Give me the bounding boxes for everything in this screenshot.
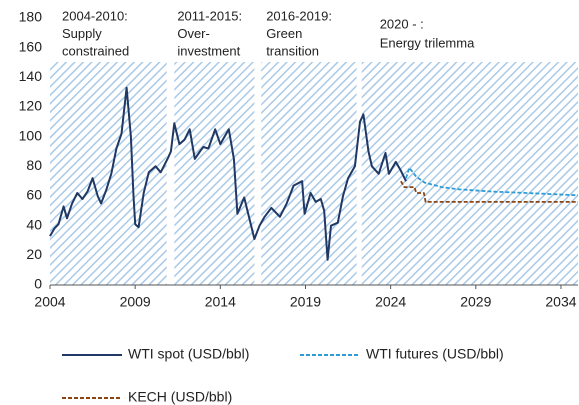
y-tick-label: 20 [26,246,42,262]
period-hatch [361,62,578,285]
period-label: investment [177,43,240,58]
period-label: Supply [62,26,102,41]
period-hatch [261,62,357,285]
period-hatch [50,62,167,285]
x-tick-label: 2014 [205,294,236,310]
y-tick-label: 40 [26,216,42,232]
y-tick-label: 60 [26,187,42,203]
legend-label: WTI spot (USD/bbl) [128,346,249,362]
x-tick-label: 2034 [545,294,576,310]
period-label: 2016-2019: [266,8,332,23]
period-label: 2011-2015: [177,8,242,23]
period-label: 2004-2010: [62,8,128,23]
period-label: Energy trilemma [380,35,475,50]
period-label: Over- [177,26,210,41]
x-tick-label: 2024 [375,294,406,310]
legend-label: WTI futures (USD/bbl) [366,346,504,362]
series-line [400,180,578,203]
period-label: Green [266,26,302,41]
x-tick-label: 2029 [460,294,491,310]
y-tick-label: 180 [19,9,43,25]
period-label: 2020 - : [380,16,424,31]
period-hatch [174,62,255,285]
y-tick-label: 0 [34,276,42,292]
y-tick-label: 100 [19,127,43,143]
series-line [49,86,407,261]
series-line [405,166,579,197]
x-tick-label: 2009 [120,294,151,310]
legend-label: KECH (USD/bbl) [128,389,232,405]
period-label: constrained [62,43,129,58]
y-tick-label: 80 [26,157,42,173]
x-tick-label: 2004 [34,294,65,310]
y-tick-label: 160 [19,38,43,54]
period-label: transition [266,43,319,58]
y-tick-label: 140 [19,68,43,84]
x-tick-label: 2019 [290,294,321,310]
y-tick-label: 120 [19,98,43,114]
